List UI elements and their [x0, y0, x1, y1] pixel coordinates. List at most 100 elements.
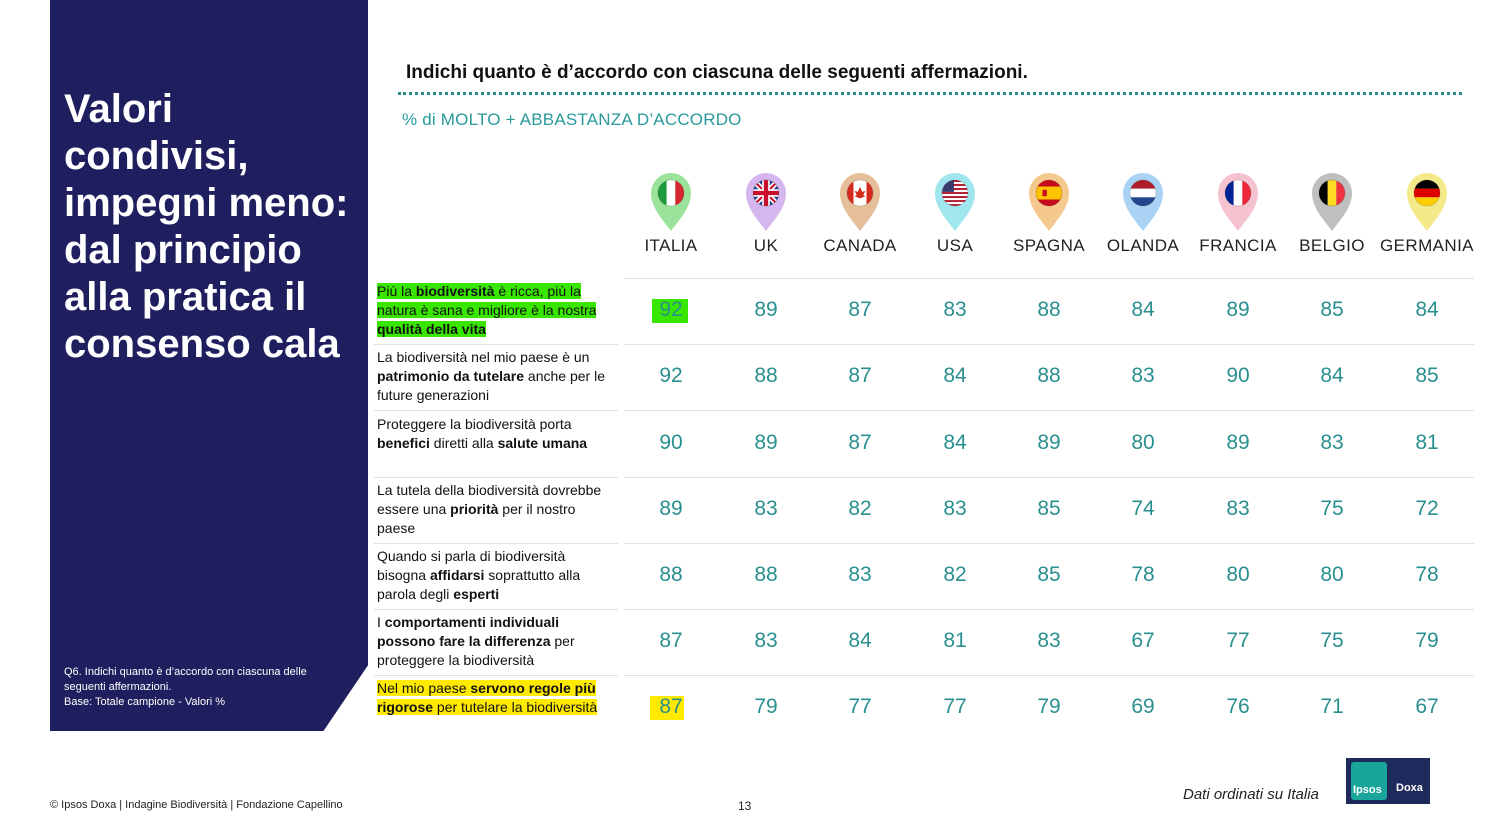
dotted-divider: [398, 92, 1462, 95]
row-divider: [624, 410, 1474, 411]
value-cell: 83: [754, 497, 778, 520]
value-cell: 89: [1037, 431, 1061, 454]
value-cell: 74: [1131, 497, 1155, 520]
value-cell: 75: [1320, 497, 1344, 520]
value-cell: 88: [754, 563, 778, 586]
value-cell: 89: [1226, 298, 1250, 321]
value-cell: 77: [848, 695, 872, 718]
country-label-canada: CANADA: [823, 236, 897, 255]
value-cell: 81: [943, 629, 967, 652]
ipsos-logo-mark: Ipsos: [1351, 762, 1387, 800]
value-cell: 83: [754, 629, 778, 652]
value-cell: 83: [943, 298, 967, 321]
logo-doxa-text: Doxa: [1396, 782, 1423, 794]
value-cell: 84: [1320, 364, 1344, 387]
value-cell: 84: [943, 364, 967, 387]
label-divider: [374, 410, 618, 411]
value-cell: 89: [754, 298, 778, 321]
value-cell: 83: [1131, 364, 1155, 387]
value-cell: 84: [1415, 298, 1439, 321]
value-cell: 88: [754, 364, 778, 387]
statement-label: La biodiversità nel mio paese è un patri…: [377, 349, 605, 403]
row-divider: [624, 675, 1474, 676]
value-cell: 83: [1226, 497, 1250, 520]
value-cell: 80: [1131, 431, 1155, 454]
row-divider: [624, 344, 1474, 345]
canada-flag-icon: [838, 170, 882, 232]
value-cell: 72: [1415, 497, 1439, 520]
spain-flag-icon: [1027, 170, 1071, 232]
value-highlight: [650, 696, 684, 720]
ipsos-doxa-logo: Ipsos Doxa: [1346, 758, 1430, 804]
statement-label: Quando si parla di biodiversità bisogna …: [377, 548, 581, 602]
uk-flag-icon: [744, 170, 788, 232]
value-highlight: [652, 299, 688, 323]
row-divider: [624, 477, 1474, 478]
statement-label: Più la biodiversità è ricca, più la natu…: [377, 283, 597, 337]
value-cell: 78: [1131, 563, 1155, 586]
value-cell: 81: [1415, 431, 1439, 454]
row-divider: [624, 609, 1474, 610]
page-title: Valori condivisi, impegni meno: dal prin…: [64, 87, 349, 366]
measure-subtitle: % di MOLTO + ABBASTANZA D’ACCORDO: [402, 110, 742, 129]
country-label-uk: UK: [753, 236, 779, 255]
page-number: 13: [738, 799, 752, 813]
value-cell: 80: [1320, 563, 1344, 586]
sorted-note: Dati ordinati su Italia: [1183, 786, 1319, 803]
value-cell: 90: [1226, 364, 1250, 387]
value-cell: 76: [1226, 695, 1250, 718]
value-cell: 84: [943, 431, 967, 454]
row-divider: [624, 543, 1474, 544]
question-note: Q6. Indichi quanto è d’accordo con ciasc…: [64, 666, 307, 708]
logo-ipsos-text: Ipsos: [1353, 784, 1382, 796]
value-cell: 87: [659, 629, 683, 652]
label-divider: [374, 344, 618, 345]
value-cell: 82: [848, 497, 872, 520]
value-cell: 79: [1037, 695, 1061, 718]
value-cell: 83: [1320, 431, 1344, 454]
value-cell: 89: [659, 497, 683, 520]
country-label-olanda: OLANDA: [1106, 236, 1180, 255]
value-cell: 83: [1037, 629, 1061, 652]
label-divider: [374, 609, 618, 610]
france-flag-icon: [1216, 170, 1260, 232]
label-divider: [374, 675, 618, 676]
row-divider: [624, 278, 1474, 279]
value-cell: 89: [1226, 431, 1250, 454]
value-cell: 85: [1037, 497, 1061, 520]
value-cell: 90: [659, 431, 683, 454]
value-cell: 80: [1226, 563, 1250, 586]
value-cell: 87: [659, 695, 683, 718]
value-cell: 77: [943, 695, 967, 718]
value-cell: 88: [659, 563, 683, 586]
value-cell: 88: [1037, 298, 1061, 321]
statement-label: Proteggere la biodiversità porta benefic…: [377, 416, 588, 451]
value-cell: 92: [659, 298, 683, 321]
value-cell: 77: [1226, 629, 1250, 652]
statement-label: La tutela della biodiversità dovrebbe es…: [377, 482, 602, 536]
value-cell: 87: [848, 431, 872, 454]
value-cell: 75: [1320, 629, 1344, 652]
title-panel: Valori condivisi, impegni meno: dal prin…: [50, 0, 368, 731]
value-cell: 92: [659, 364, 683, 387]
value-cell: 83: [848, 563, 872, 586]
value-cell: 67: [1415, 695, 1439, 718]
value-cell: 67: [1131, 629, 1155, 652]
netherlands-flag-icon: [1121, 170, 1165, 232]
value-cell: 79: [754, 695, 778, 718]
country-label-usa: USA: [936, 236, 974, 255]
usa-flag-icon: [933, 170, 977, 232]
label-divider: [374, 543, 618, 544]
value-cell: 69: [1131, 695, 1155, 718]
value-cell: 82: [943, 563, 967, 586]
country-label-italia: ITALIA: [644, 236, 698, 255]
copyright-footer: © Ipsos Doxa | Indagine Biodiversità | F…: [50, 799, 343, 811]
value-cell: 79: [1415, 629, 1439, 652]
value-cell: 87: [848, 364, 872, 387]
value-cell: 89: [754, 431, 778, 454]
value-cell: 85: [1320, 298, 1344, 321]
belgium-flag-icon: [1310, 170, 1354, 232]
label-divider: [374, 477, 618, 478]
country-label-germania: GERMANIA: [1380, 236, 1474, 255]
value-cell: 84: [1131, 298, 1155, 321]
